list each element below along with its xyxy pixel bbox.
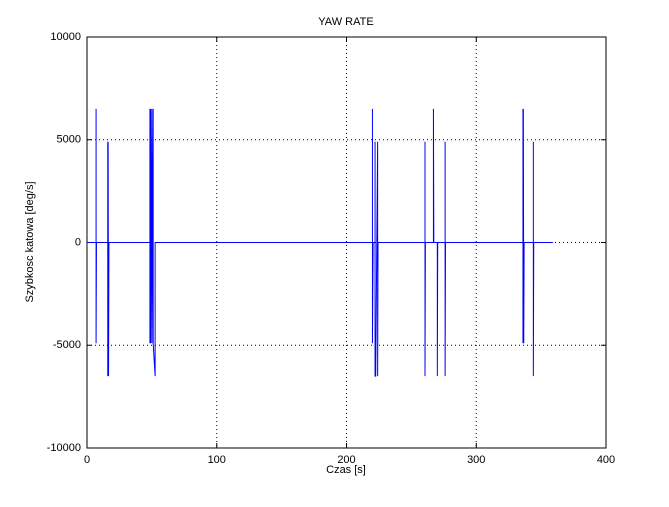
y-axis-label: Szybkosc katowa [deg/s] [24,181,36,302]
x-tick-label: 300 [467,454,485,466]
y-tick-label: 10000 [50,31,81,43]
data-line [87,108,553,377]
x-tick-label: 100 [208,454,226,466]
y-tick-label: 0 [75,236,81,248]
x-axis-label: Czas [s] [326,464,366,476]
y-tick-label: -5000 [53,339,81,351]
y-tick-label: 5000 [57,134,81,146]
x-tick-label: 400 [597,454,615,466]
chart-title: YAW RATE [318,16,373,28]
x-tick-label: 200 [337,454,355,466]
x-tick-label: 0 [84,454,90,466]
y-tick-label: -10000 [47,442,81,454]
